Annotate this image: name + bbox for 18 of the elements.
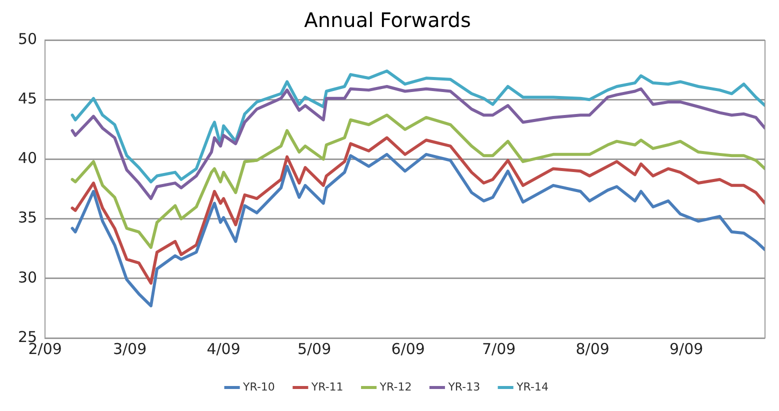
x-tick-label: 5/09 xyxy=(297,340,332,358)
x-tick-label: 7/09 xyxy=(482,340,516,358)
chart-title: Annual Forwards xyxy=(304,8,471,32)
legend-label: YR-10 xyxy=(242,380,275,394)
legend-label: YR-12 xyxy=(378,380,412,394)
x-tick-label: 3/09 xyxy=(112,340,147,358)
legend-label: YR-11 xyxy=(310,380,344,394)
y-tick-label: 40 xyxy=(18,149,38,168)
y-tick-label: 45 xyxy=(18,89,38,108)
legend-label: YR-14 xyxy=(516,380,548,394)
y-tick-label: 50 xyxy=(18,30,38,48)
y-tick-label: 35 xyxy=(18,208,38,227)
legend-label: YR-13 xyxy=(447,380,480,394)
x-tick-label: 9/09 xyxy=(670,340,704,358)
y-tick-label: 30 xyxy=(18,268,38,286)
x-tick-label: 6/09 xyxy=(391,340,425,358)
x-tick-label: 8/09 xyxy=(576,340,610,358)
x-tick-label: 4/09 xyxy=(206,340,240,358)
